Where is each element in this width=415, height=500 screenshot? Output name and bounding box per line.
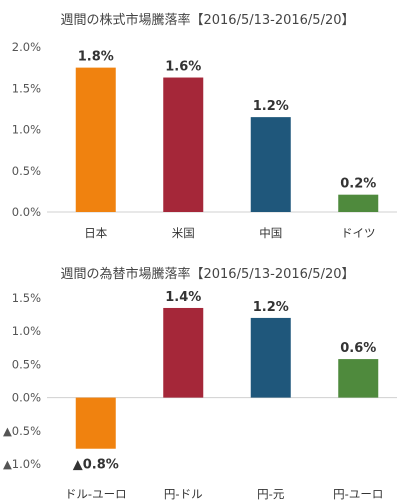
data-label: 1.4% xyxy=(165,290,201,305)
bar-1-3 xyxy=(250,117,291,212)
chart-2-title: 週間の為替市場騰落率【2016/5/13-2016/5/20】 xyxy=(60,267,355,282)
bar-2-2 xyxy=(163,307,204,398)
x-tick-label: 日本 xyxy=(84,226,107,240)
bar-2-1 xyxy=(75,397,116,449)
x-tick-label: ドイツ xyxy=(341,226,376,240)
y-tick-label: 0.0% xyxy=(12,391,41,405)
y-tick-label: 0.5% xyxy=(12,357,41,371)
data-label: ▲0.8% xyxy=(73,458,119,473)
bar-2-4 xyxy=(338,359,379,398)
bar-1-4 xyxy=(338,194,379,212)
data-label: 0.2% xyxy=(340,177,376,192)
x-tick-label: 中国 xyxy=(259,226,282,240)
x-tick-label: 米国 xyxy=(172,226,195,240)
y-tick-label: ▲1.0% xyxy=(3,457,41,471)
y-tick-label: 2.0% xyxy=(12,40,41,54)
data-label: 0.6% xyxy=(340,341,376,356)
y-tick-label: 1.0% xyxy=(12,324,41,338)
y-tick-label: 0.0% xyxy=(12,205,41,219)
data-label: 1.6% xyxy=(165,60,201,75)
data-label: 1.2% xyxy=(253,99,289,114)
x-tick-label: 円-ドル xyxy=(164,487,203,500)
x-tick-label: 円-元 xyxy=(257,487,285,500)
x-tick-label: 円-ユーロ xyxy=(333,487,383,500)
chart-2-fx-market: ▲1.0% ▲0.5% 0.0% 0.5% 1.0% 1.5% ▲0.8% ドル-ユーロ 1.4… xyxy=(3,290,397,500)
chart-1-title: 週間の株式市場騰落率【2016/5/13-2016/5/20】 xyxy=(60,13,355,28)
x-tick-label: ドル-ユーロ xyxy=(65,487,127,500)
y-tick-label: 1.0% xyxy=(12,123,41,137)
y-tick-label: 1.5% xyxy=(12,291,41,305)
data-label: 1.2% xyxy=(253,300,289,315)
y-tick-label: 0.5% xyxy=(12,164,41,178)
bar-2-3 xyxy=(250,317,291,398)
y-tick-label: ▲0.5% xyxy=(3,424,41,438)
bar-1-1 xyxy=(75,67,116,212)
chart-1-stock-market: 0.0% 0.5% 1.0% 1.5% 2.0% 1.8% 日本 1.6% 米国 1.2% 中国 0.… xyxy=(12,40,397,240)
y-tick-label: 1.5% xyxy=(12,81,41,95)
data-label: 1.8% xyxy=(78,50,114,65)
bar-1-2 xyxy=(163,77,204,213)
